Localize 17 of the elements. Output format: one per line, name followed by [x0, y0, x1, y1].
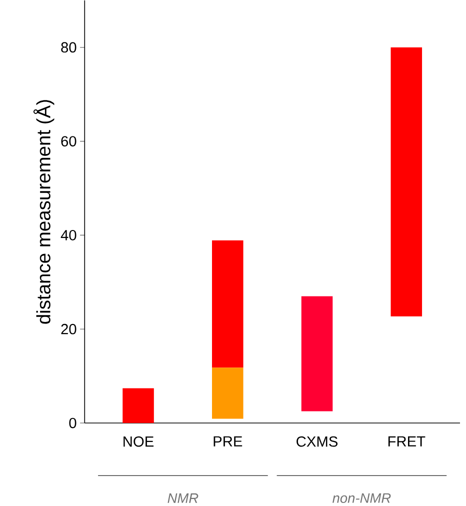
- bar: [390, 47, 422, 316]
- y-tick-label: 80: [61, 42, 76, 53]
- x-tick-label: NOE: [124, 436, 154, 447]
- bar: [122, 388, 154, 424]
- x-tick-label: CXMS: [296, 436, 338, 447]
- bar: [302, 296, 333, 412]
- bar: [212, 240, 244, 368]
- text: non-NMR: [332, 493, 391, 503]
- x-tick-label: PRE: [214, 436, 242, 446]
- x-tick-label: FRET: [388, 436, 426, 446]
- y-tick-label: 0: [69, 418, 76, 428]
- y-tick-label: 40: [61, 230, 76, 240]
- y-tick-label: 20: [61, 324, 76, 334]
- y-tick-label: 60: [61, 136, 76, 146]
- text: NMR: [168, 493, 198, 503]
- bar: [212, 368, 244, 419]
- y-axis-title: distance measurement (Å): [34, 100, 54, 324]
